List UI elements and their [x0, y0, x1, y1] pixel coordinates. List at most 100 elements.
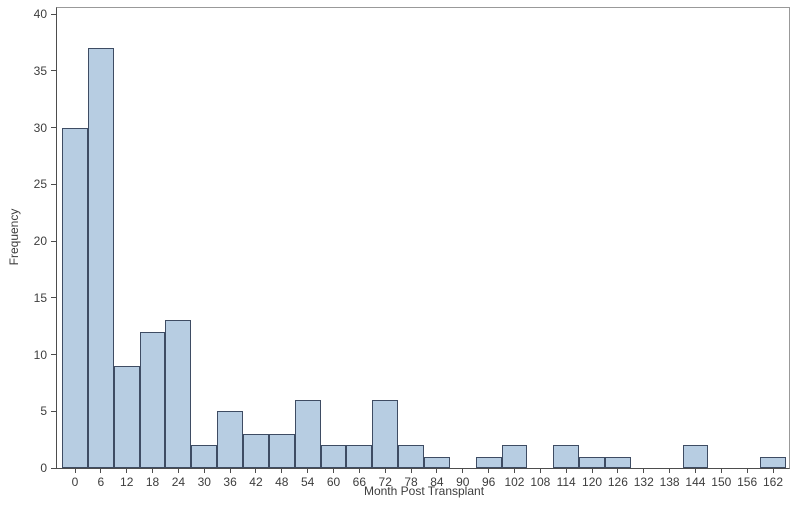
y-axis-tick-label: 10	[33, 347, 47, 362]
histogram-bar	[553, 445, 580, 468]
y-axis-tick-label: 0	[40, 461, 47, 475]
x-axis-tick	[126, 468, 128, 473]
x-axis-tick	[462, 468, 464, 473]
x-axis-tick-label: 144	[685, 475, 706, 489]
x-axis-tick-label: 48	[275, 475, 289, 489]
histogram-bar	[191, 445, 218, 468]
x-axis-tick	[488, 468, 490, 473]
histogram-bar	[579, 456, 605, 468]
x-axis-tick	[513, 468, 515, 473]
x-axis-tick	[643, 468, 645, 473]
x-axis-tick-label: 24	[171, 475, 186, 489]
x-axis-tick-label: 36	[223, 475, 237, 489]
y-axis-tick-label: 35	[33, 63, 47, 78]
x-axis-tick	[384, 468, 386, 473]
x-axis-tick	[74, 468, 76, 473]
x-axis-tick	[255, 468, 257, 473]
x-axis-tick-label: 126	[607, 475, 628, 489]
x-axis-tick-label: 42	[249, 475, 263, 489]
y-axis-tick-label: 40	[33, 7, 47, 21]
histogram-bar	[501, 445, 528, 468]
histogram-bar	[62, 127, 88, 468]
y-axis-tick	[51, 410, 57, 412]
x-axis-tick-label: 78	[404, 475, 418, 489]
x-axis-tick-label: 162	[762, 475, 784, 489]
x-axis-tick	[333, 468, 335, 473]
x-axis-tick	[746, 468, 748, 473]
x-axis-tick-label: 102	[504, 475, 525, 489]
x-axis-tick-label: 30	[197, 475, 211, 489]
histogram-bar	[320, 445, 347, 468]
x-axis-tick	[720, 468, 722, 473]
histogram-bar	[87, 48, 114, 468]
x-axis-title: Month Post Transplant	[363, 484, 485, 498]
y-axis-tick-label: 20	[33, 234, 47, 248]
histogram-bar	[682, 445, 709, 468]
x-axis-tick	[177, 468, 179, 473]
x-axis-tick-label: 66	[352, 475, 367, 489]
x-axis-tick	[307, 468, 309, 473]
x-axis-tick	[281, 468, 283, 473]
x-axis-tick	[694, 468, 696, 473]
x-axis-tick	[591, 468, 593, 473]
y-axis-tick	[51, 13, 57, 15]
histogram-bar	[268, 433, 295, 468]
y-axis-tick	[51, 183, 57, 185]
x-axis-tick-label: 72	[378, 475, 392, 489]
histogram-bar	[139, 331, 166, 468]
plot-area: 0 5 10 15 20 25 30 35 40 0 6 12 18 24 30 36 42 48 54 60 66 72…	[34, 7, 790, 489]
y-axis-tick-label: 25	[33, 177, 47, 192]
x-axis-tick-label: 108	[530, 475, 551, 489]
x-axis-tick	[100, 468, 102, 473]
x-axis-tick-label: 90	[456, 475, 470, 489]
y-axis-tick-label: 15	[33, 290, 47, 305]
x-axis-tick-label: 96	[481, 475, 496, 489]
histogram-bar	[294, 399, 321, 468]
histogram-bar	[243, 433, 269, 468]
x-axis-tick-label: 54	[300, 475, 315, 489]
histogram-bar	[604, 456, 631, 468]
x-axis-tick-label: 18	[145, 475, 160, 489]
histogram-bar	[217, 411, 244, 468]
x-axis-tick-label: 60	[326, 475, 341, 489]
y-axis-tick	[51, 70, 57, 72]
x-axis-tick-label: 138	[659, 475, 680, 489]
x-axis-tick	[539, 468, 541, 473]
histogram-bar	[475, 456, 502, 468]
histogram-bar	[113, 365, 140, 468]
x-axis-tick-label: 156	[737, 475, 758, 489]
histogram-bar	[346, 445, 373, 468]
x-axis-tick-label: 150	[711, 475, 732, 489]
histogram-bar	[165, 320, 192, 468]
y-axis-tick	[51, 240, 57, 242]
x-axis-tick-label: 6	[97, 475, 105, 489]
y-axis-tick-label: 30	[33, 120, 47, 135]
x-axis-tick	[358, 468, 360, 473]
x-axis-tick-label: 120	[582, 475, 603, 489]
histogram-bar	[372, 399, 399, 468]
x-axis-tick-label: 12	[120, 475, 134, 489]
histogram-bar	[424, 456, 450, 468]
y-axis-tick-label: 5	[40, 404, 47, 419]
y-axis-tick	[51, 297, 57, 299]
histogram-bar	[760, 456, 786, 468]
x-axis-tick-label: 84	[430, 475, 444, 489]
x-axis-tick	[565, 468, 567, 473]
x-axis-tick	[410, 468, 412, 473]
x-axis-tick-label: 0	[71, 475, 79, 489]
x-axis-tick	[152, 468, 154, 473]
x-axis-tick-label: 132	[633, 475, 654, 489]
y-axis-tick	[51, 354, 57, 355]
y-axis-title: Frequency	[7, 208, 21, 266]
x-axis-tick-label: 114	[556, 475, 576, 489]
x-axis-tick	[772, 468, 774, 473]
y-axis-tick	[51, 467, 57, 469]
x-axis-tick	[229, 468, 231, 473]
x-axis-tick	[436, 468, 438, 473]
x-axis-tick	[203, 468, 205, 473]
x-axis-tick	[617, 468, 619, 473]
y-axis-tick	[51, 127, 57, 128]
histogram-bar	[398, 445, 424, 468]
x-axis-tick	[669, 468, 671, 473]
